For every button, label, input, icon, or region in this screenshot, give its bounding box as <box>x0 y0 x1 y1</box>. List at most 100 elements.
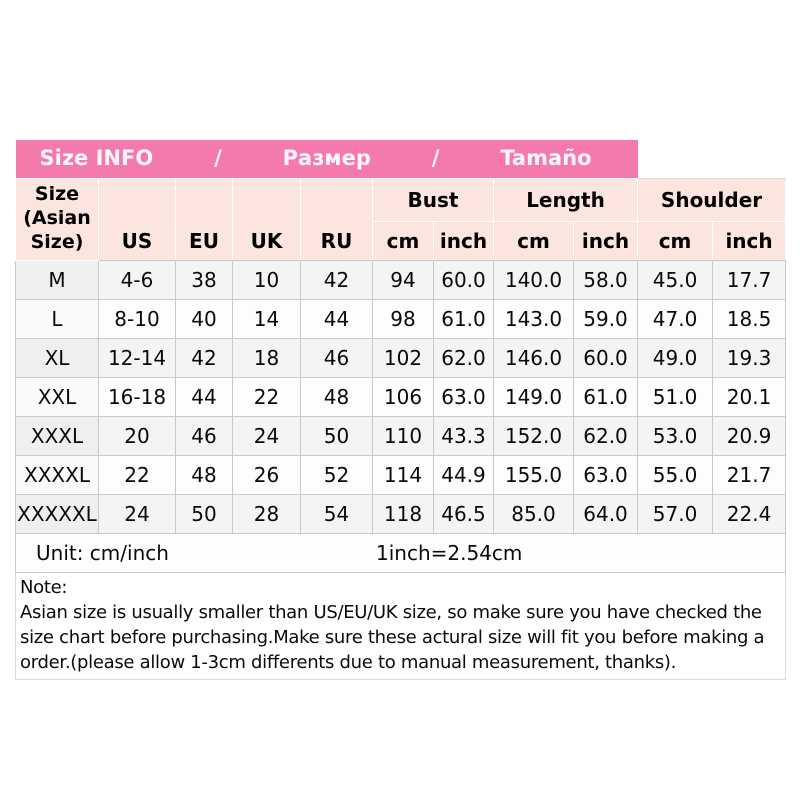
data-cell: 38 <box>175 259 233 300</box>
data-cell: 54 <box>300 493 373 534</box>
size-column-header: Size (Asian Size) <box>15 177 99 261</box>
data-cell: 51.0 <box>637 376 714 417</box>
size-chart-table: Size INFO / Размер / Tamaño Size (Asian … <box>14 140 787 680</box>
note-label: Note: <box>20 576 68 598</box>
title-row: Size INFO / Размер / Tamaño <box>15 140 786 179</box>
data-cell: 49.0 <box>637 337 714 378</box>
data-cell: 20.1 <box>712 376 787 417</box>
data-cell: 57.0 <box>637 493 714 534</box>
eu-column-header: EU <box>175 177 233 261</box>
note-body: Asian size is usually smaller than US/EU… <box>20 601 765 673</box>
data-cell: 44.9 <box>433 454 494 495</box>
data-cell: 28 <box>232 493 301 534</box>
data-cell: 63.0 <box>572 454 639 495</box>
title-bar: Size INFO / Размер / Tamaño <box>15 140 638 178</box>
data-cell: 22 <box>98 454 176 495</box>
data-cell: 50 <box>175 493 233 534</box>
data-cell: 46 <box>300 337 373 378</box>
size-cell: XXXXXL <box>15 493 99 534</box>
data-cell: 17.7 <box>712 259 787 300</box>
data-cell: 42 <box>300 259 373 300</box>
data-cell: 60.0 <box>572 337 639 378</box>
unit-footer-cell: Unit: cm/inch 1inch=2.54cm <box>14 532 787 573</box>
data-cell: 45.0 <box>637 259 714 300</box>
data-cell: 46.5 <box>433 493 494 534</box>
data-cell: 85.0 <box>493 493 574 534</box>
unit-footer-row: Unit: cm/inch 1inch=2.54cm <box>14 532 787 573</box>
data-cell: 55.0 <box>637 454 714 495</box>
data-cell: 18 <box>232 337 301 378</box>
data-cell: 24 <box>98 493 176 534</box>
table-row-xxl: XXL 16-18 44 22 48 106 63.0 149.0 61.0 5… <box>15 376 787 417</box>
title-size-info: Size INFO <box>39 146 154 171</box>
data-cell: 48 <box>175 454 233 495</box>
bust-inch-header: inch <box>433 220 494 261</box>
table-row-xl: XL 12-14 42 18 46 102 62.0 146.0 60.0 49… <box>15 337 787 378</box>
length-cm-header: cm <box>493 220 574 261</box>
data-cell: 146.0 <box>493 337 574 378</box>
data-cell: 47.0 <box>637 298 714 339</box>
data-cell: 18.5 <box>712 298 787 339</box>
table-row-xxxl: XXXL 20 46 24 50 110 43.3 152.0 62.0 53.… <box>15 415 787 456</box>
data-cell: 22 <box>232 376 301 417</box>
data-cell: 21.7 <box>712 454 787 495</box>
data-cell: 48 <box>300 376 373 417</box>
data-cell: 53.0 <box>637 415 714 456</box>
data-cell: 118 <box>372 493 434 534</box>
note-cell: Note: Asian size is usually smaller than… <box>14 571 787 680</box>
size-cell: XL <box>15 337 99 378</box>
data-cell: 143.0 <box>493 298 574 339</box>
data-cell: 61.0 <box>433 298 494 339</box>
title-empty-space <box>637 140 786 179</box>
data-cell: 106 <box>372 376 434 417</box>
data-cell: 94 <box>372 259 434 300</box>
data-cell: 44 <box>300 298 373 339</box>
data-cell: 14 <box>232 298 301 339</box>
data-cell: 40 <box>175 298 233 339</box>
data-cell: 8-10 <box>98 298 176 339</box>
data-cell: 42 <box>175 337 233 378</box>
data-cell: 12-14 <box>98 337 176 378</box>
data-cell: 46 <box>175 415 233 456</box>
data-cell: 149.0 <box>493 376 574 417</box>
size-cell: XXXXL <box>15 454 99 495</box>
data-cell: 152.0 <box>493 415 574 456</box>
header-units-row: cm inch cm inch cm inch <box>16 220 787 261</box>
table-row-xxxxl: XXXXL 22 48 26 52 114 44.9 155.0 63.0 55… <box>15 454 787 495</box>
note-row: Note: Asian size is usually smaller than… <box>14 571 787 680</box>
table-row-l: L 8-10 40 14 44 98 61.0 143.0 59.0 47.0 … <box>15 298 787 339</box>
uk-column-header: UK <box>232 177 301 261</box>
title-razmer: Размер <box>282 146 371 171</box>
bust-group-header: Bust <box>372 177 494 222</box>
inch-conversion-label: 1inch=2.54cm <box>376 540 523 565</box>
data-cell: 24 <box>232 415 301 456</box>
data-cell: 62.0 <box>572 415 639 456</box>
unit-label: Unit: cm/inch <box>36 540 169 565</box>
table-row-m: M 4-6 38 10 42 94 60.0 140.0 58.0 45.0 1… <box>15 259 787 300</box>
data-cell: 140.0 <box>493 259 574 300</box>
size-cell: XXXL <box>15 415 99 456</box>
shoulder-group-header: Shoulder <box>637 177 787 222</box>
data-cell: 4-6 <box>98 259 176 300</box>
ru-column-header: RU <box>300 177 373 261</box>
table-row-xxxxxl: XXXXXL 24 50 28 54 118 46.5 85.0 64.0 57… <box>15 493 787 534</box>
data-cell: 10 <box>232 259 301 300</box>
shoulder-cm-header: cm <box>637 220 714 261</box>
data-cell: 102 <box>372 337 434 378</box>
size-cell: M <box>15 259 99 300</box>
bust-cm-header: cm <box>372 220 434 261</box>
data-cell: 59.0 <box>572 298 639 339</box>
us-column-header: US <box>98 177 176 261</box>
data-cell: 64.0 <box>572 493 639 534</box>
title-tamano: Tamaño <box>500 146 592 171</box>
header-group-row: Size (Asian Size) US EU UK RU Bust Lengt… <box>15 177 787 261</box>
data-cell: 26 <box>232 454 301 495</box>
shoulder-inch-header: inch <box>712 220 787 261</box>
data-cell: 60.0 <box>433 259 494 300</box>
data-cell: 98 <box>372 298 434 339</box>
data-cell: 20.9 <box>712 415 787 456</box>
data-cell: 52 <box>300 454 373 495</box>
data-cell: 63.0 <box>433 376 494 417</box>
length-group-header: Length <box>492 177 639 222</box>
size-cell: XXL <box>15 376 99 417</box>
